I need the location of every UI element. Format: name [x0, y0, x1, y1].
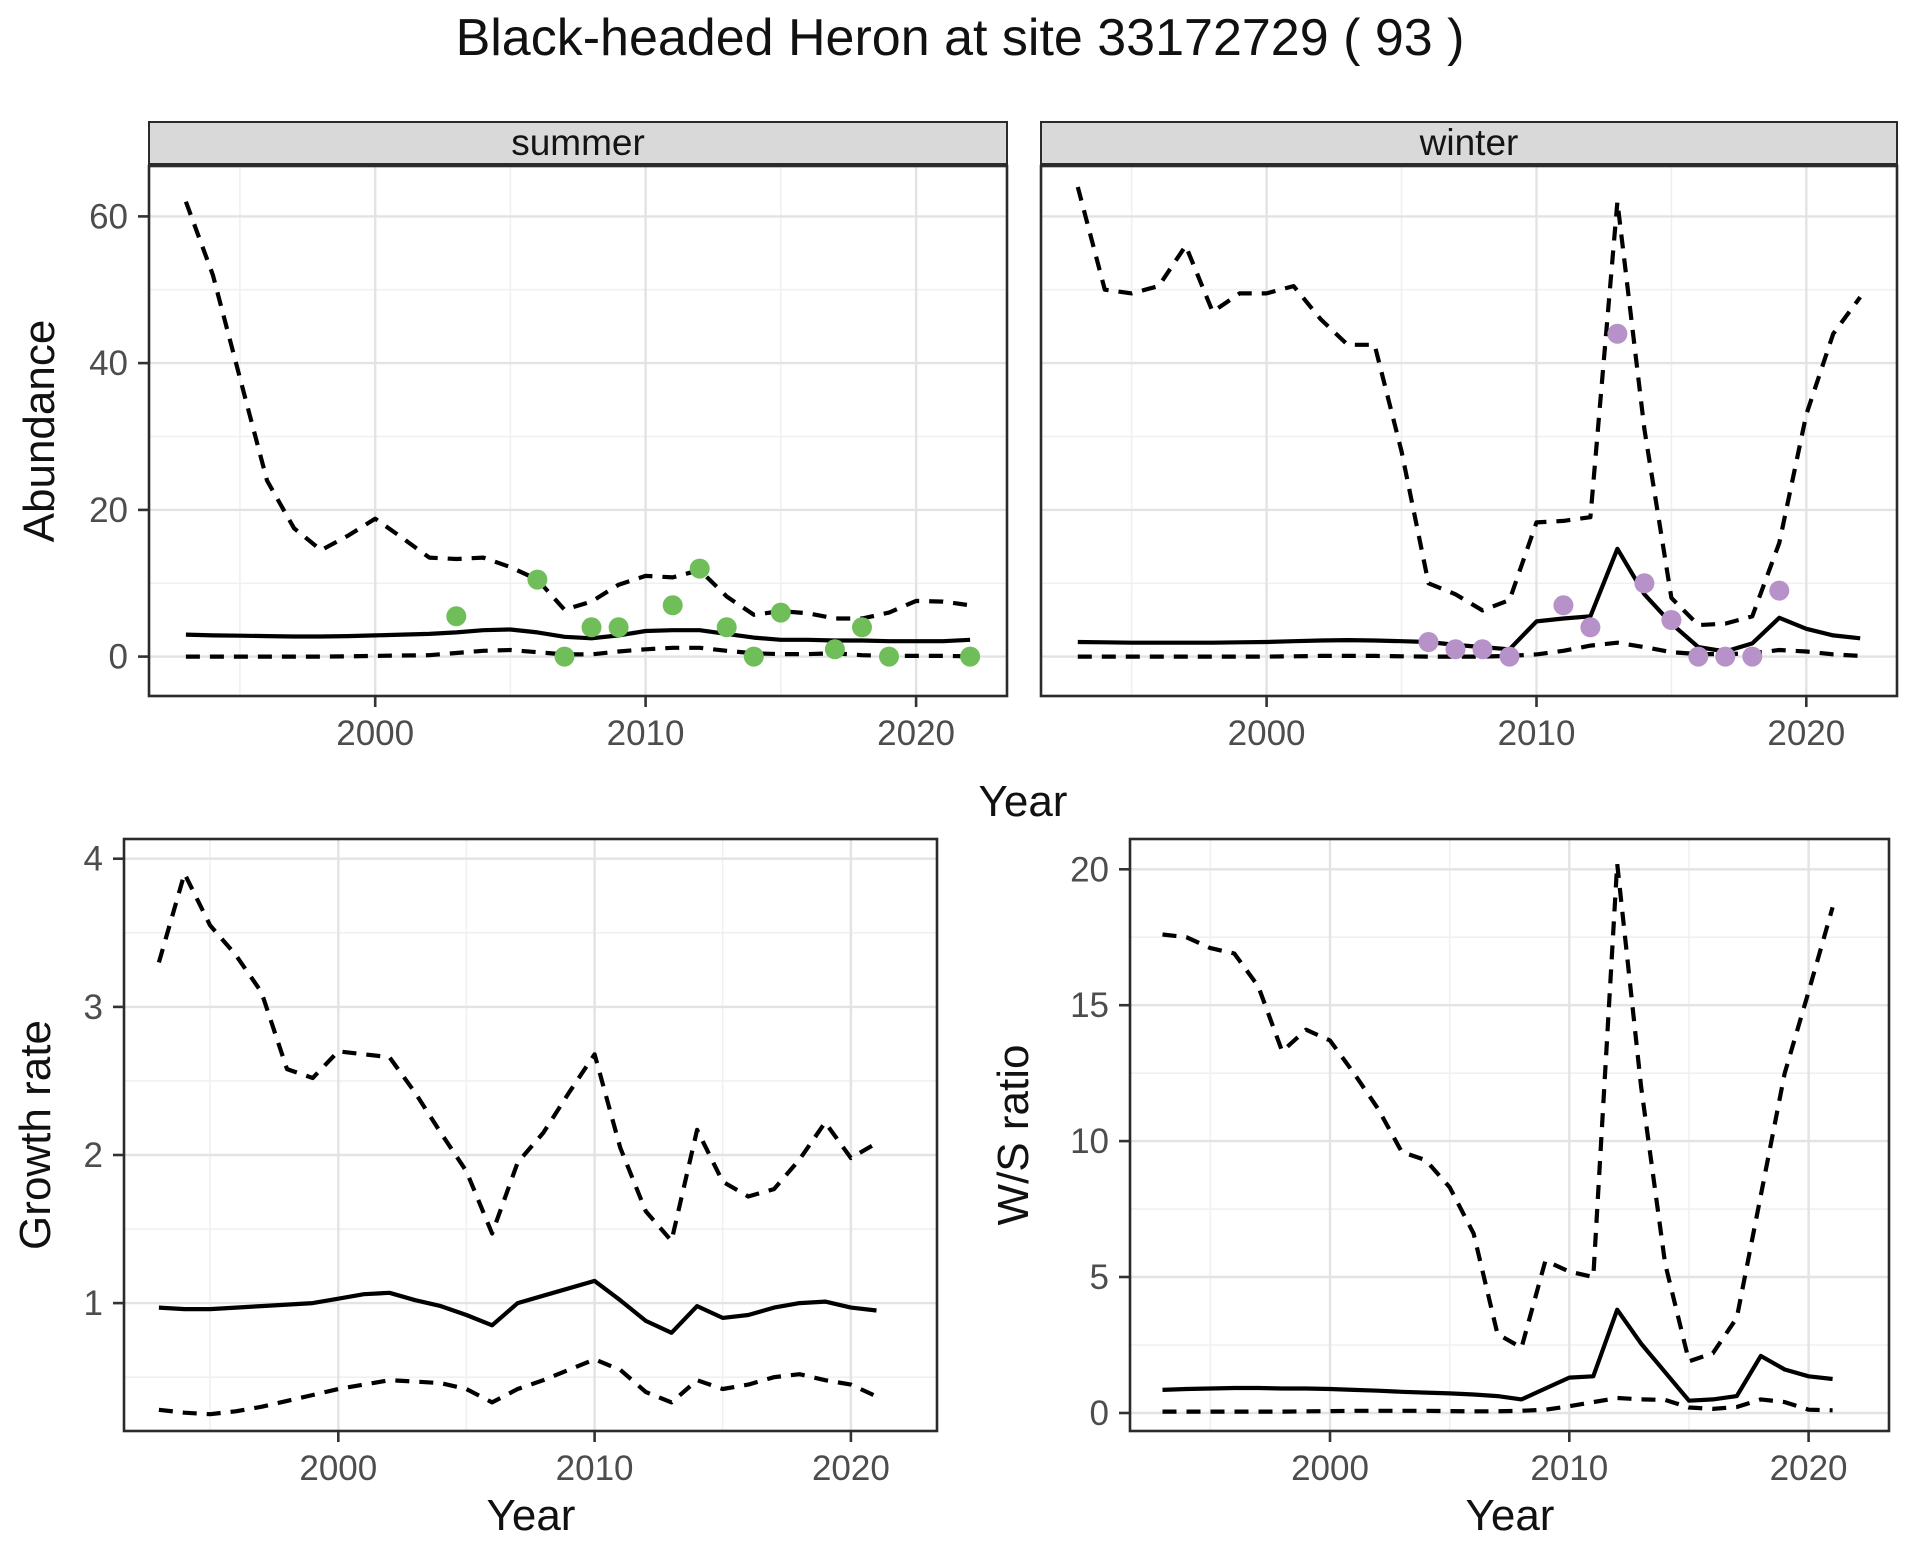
svg-text:2020: 2020	[877, 714, 955, 753]
svg-text:10: 10	[1070, 1122, 1109, 1161]
svg-text:2020: 2020	[812, 1449, 890, 1488]
abundance-summer-panel: 2000 2010 2020 0 20 40 60	[89, 164, 1009, 753]
top-year-axis-title: Year	[978, 777, 1068, 826]
svg-text:20: 20	[1070, 850, 1109, 889]
svg-text:2010: 2010	[1530, 1449, 1608, 1488]
abundance-axis-title: Abundance	[15, 319, 64, 543]
svg-text:3: 3	[84, 988, 103, 1027]
facet-strip-summer: summer	[148, 121, 1008, 165]
svg-text:2000: 2000	[299, 1449, 377, 1488]
plot-title: Black-headed Heron at site 33172729 ( 93…	[455, 9, 1465, 67]
ws-ratio-panel: 2000 2010 2020 0 5 10 15 20	[1070, 837, 1891, 1488]
svg-text:0: 0	[109, 638, 128, 677]
svg-text:2010: 2010	[556, 1449, 634, 1488]
facet-strip-winter: winter	[1040, 121, 1898, 165]
svg-text:60: 60	[89, 197, 128, 236]
ws-ratio-axis-title: W/S ratio	[989, 1044, 1038, 1226]
svg-text:20: 20	[89, 491, 128, 530]
growth-rate-panel: 2000 2010 2020 1 2 3 4	[84, 837, 939, 1488]
svg-text:2010: 2010	[1498, 714, 1576, 753]
svg-text:2: 2	[84, 1136, 103, 1175]
svg-text:4: 4	[84, 840, 103, 879]
svg-text:2000: 2000	[1291, 1449, 1369, 1488]
svg-text:5: 5	[1090, 1258, 1109, 1297]
svg-text:40: 40	[89, 344, 128, 383]
growth-rate-axis-title: Growth rate	[11, 1020, 60, 1250]
ws-year-axis-title: Year	[1465, 1491, 1555, 1540]
svg-text:1: 1	[84, 1284, 103, 1323]
growth-year-axis-title: Year	[486, 1491, 576, 1540]
svg-text:2010: 2010	[607, 714, 685, 753]
svg-text:2000: 2000	[336, 714, 414, 753]
facet-strip-winter-label: winter	[1419, 122, 1519, 163]
svg-text:15: 15	[1070, 986, 1109, 1025]
svg-text:2020: 2020	[1767, 714, 1845, 753]
svg-text:2020: 2020	[1770, 1449, 1848, 1488]
svg-text:0: 0	[1090, 1394, 1109, 1433]
facet-strip-summer-label: summer	[511, 122, 645, 163]
svg-text:2000: 2000	[1228, 714, 1306, 753]
abundance-winter-panel: 2000 2010 2020	[1039, 164, 1899, 753]
